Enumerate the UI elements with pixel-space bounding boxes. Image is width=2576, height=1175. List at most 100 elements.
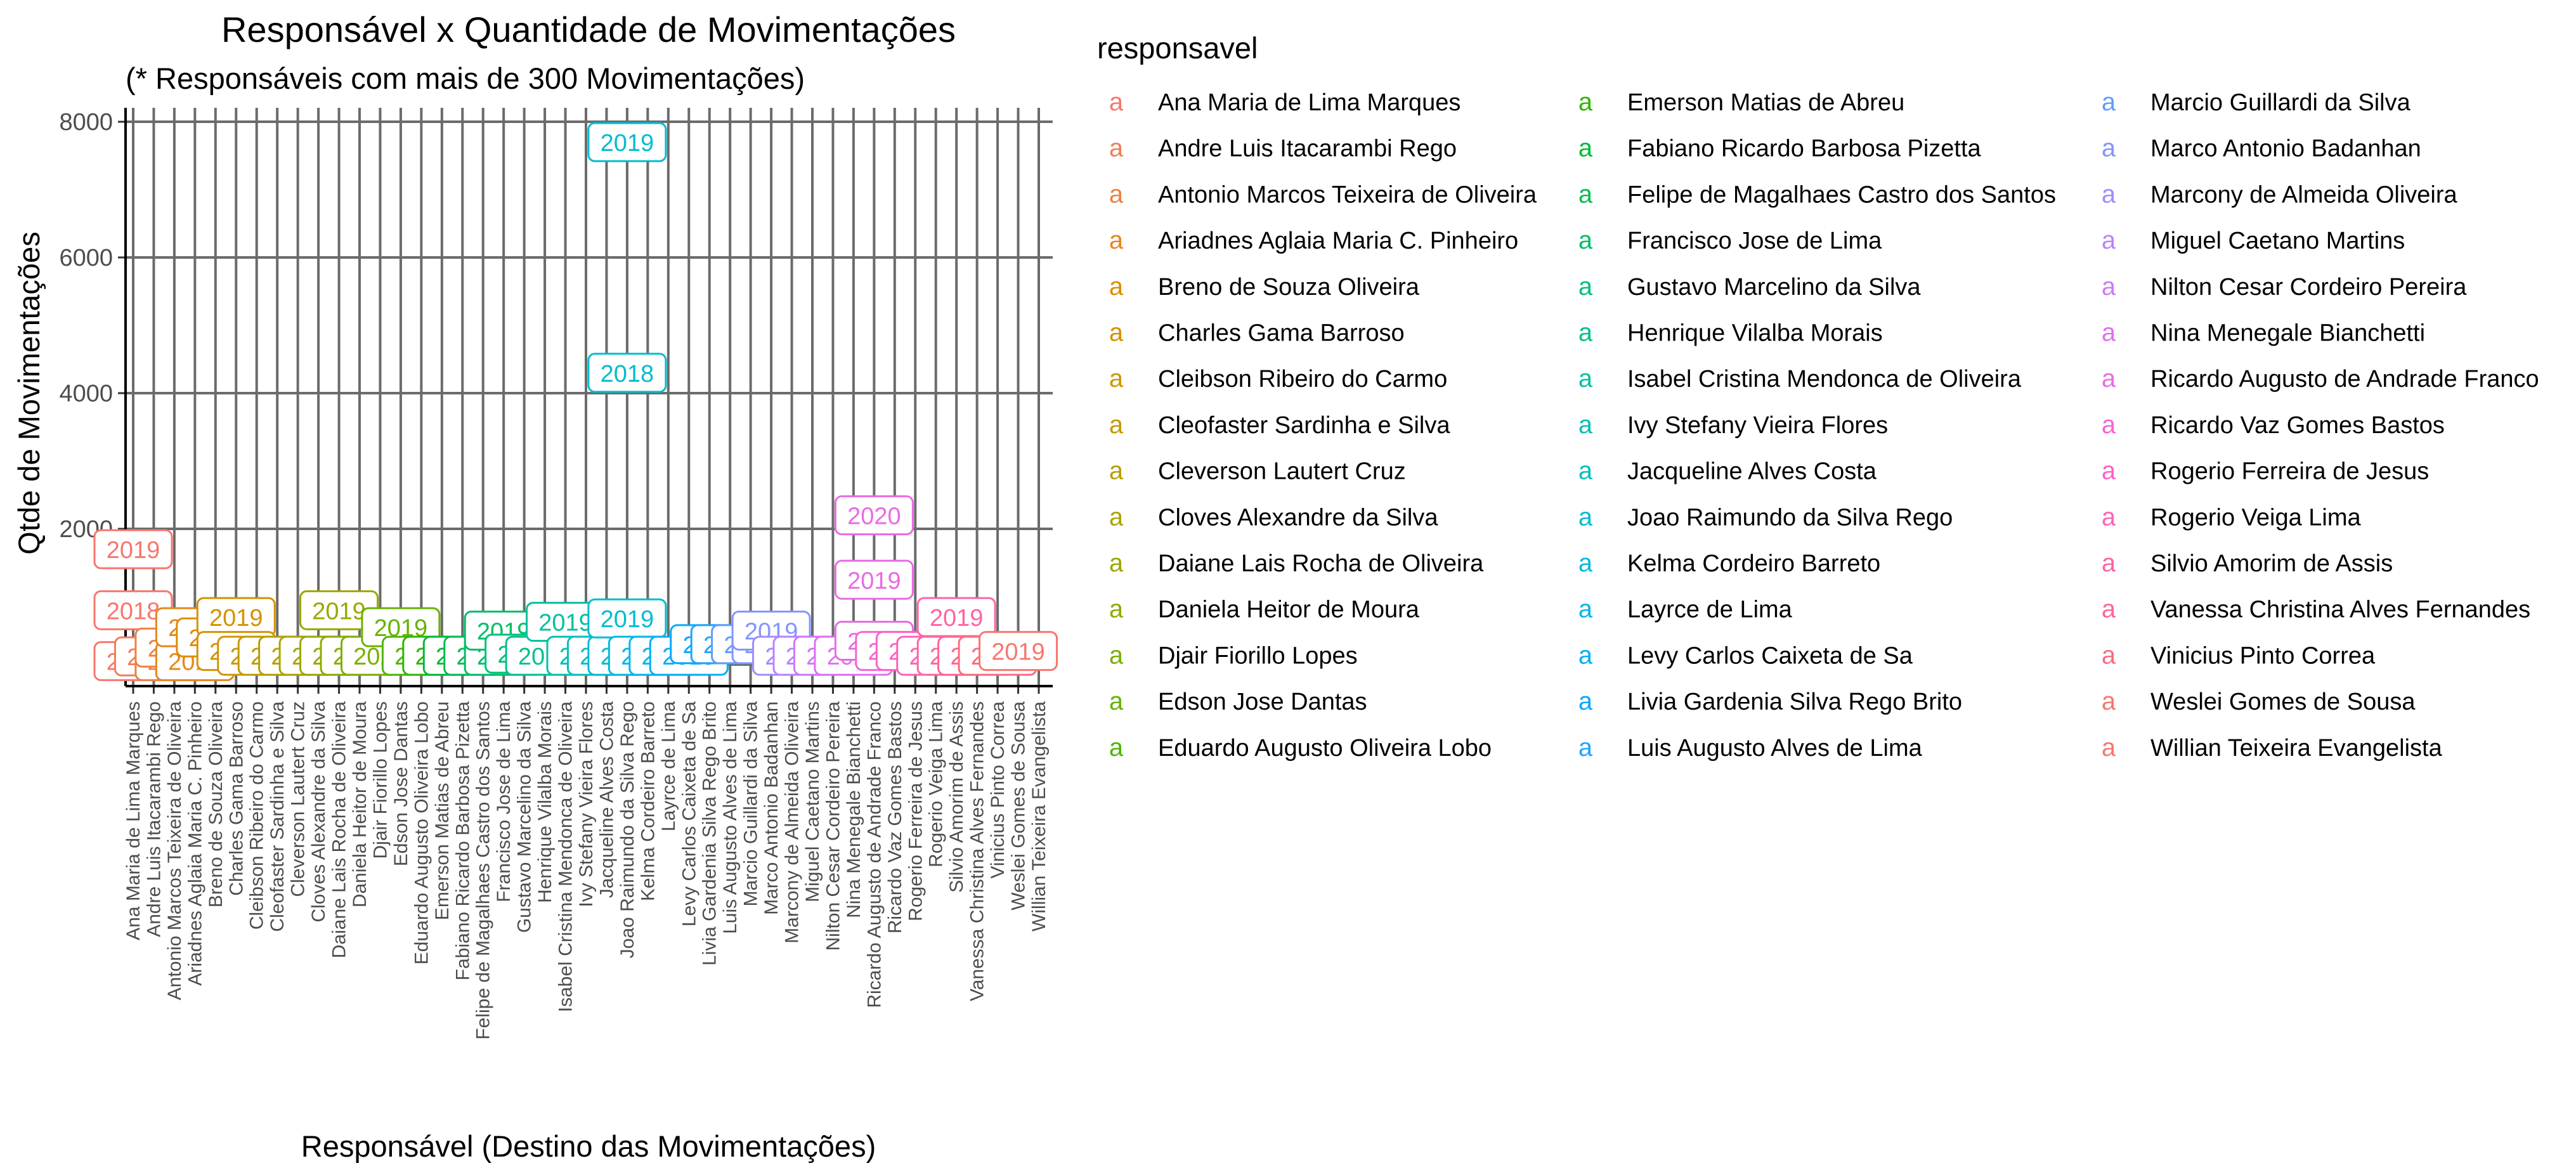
legend-key: a [2102, 641, 2116, 669]
x-tick-label: Miguel Caetano Martins [802, 701, 823, 902]
legend-item: a Joao Raimundo da Silva Rego [1578, 503, 1953, 531]
legend-item: a Eduardo Augusto Oliveira Lobo [1109, 734, 1492, 762]
legend-label: Emerson Matias de Abreu [1627, 89, 1904, 116]
legend-label: Henrique Vilalba Morais [1627, 320, 1883, 347]
legend-label: Ana Maria de Lima Marques [1158, 89, 1460, 116]
legend-key: a [2102, 595, 2116, 623]
legend-key: a [1578, 319, 1593, 347]
legend-label: Kelma Cordeiro Barreto [1627, 550, 1880, 577]
legend-key: a [2102, 411, 2116, 439]
x-tick-label: Jacqueline Alves Costa [596, 701, 617, 898]
x-tick-label: Weslei Gomes de Sousa [1008, 701, 1029, 911]
legend-key: a [2102, 180, 2116, 208]
x-tick-label: Antonio Marcos Teixeira de Oliveira [164, 701, 185, 1001]
x-tick-label: Ricardo Vaz Gomes Bastos [885, 701, 906, 933]
legend-item: a Edson Jose Dantas [1109, 687, 1367, 715]
legend-item: a Ricardo Vaz Gomes Bastos [2102, 411, 2445, 439]
x-tick-label: Layrce de Lima [658, 701, 679, 831]
x-tick-label: Emerson Matias de Abreu [432, 701, 453, 920]
x-tick-label: Cloves Alexandre da Silva [308, 701, 329, 923]
legend-key: a [1109, 595, 1124, 623]
x-tick-label: Ariadnes Aglaia Maria C. Pinheiro [185, 701, 205, 986]
legend-label: Djair Fiorillo Lopes [1158, 642, 1358, 669]
legend-key: a [1109, 319, 1124, 347]
legend-item: a Vinicius Pinto Correa [2102, 641, 2376, 669]
x-axis-title: Responsável (Destino das Movimentações) [301, 1129, 876, 1163]
legend-label: Edson Jose Dantas [1158, 689, 1367, 715]
legend-item: a Francisco Jose de Lima [1578, 226, 1882, 254]
x-tick-labels: Ana Maria de Lima Marques Andre Luis Itac… [123, 701, 1050, 1040]
legend-item: a Andre Luis Itacarambi Rego [1109, 134, 1457, 162]
legend-key: a [1109, 226, 1124, 254]
legend-item: a Daniela Heitor de Moura [1109, 595, 1420, 623]
chart-subtitle: (* Responsáveis com mais de 300 Moviment… [126, 62, 805, 95]
legend-item: a Kelma Cordeiro Barreto [1578, 549, 1880, 577]
x-tick-label: Marco Antonio Badanhan [761, 701, 782, 915]
x-tick-label: Andre Luis Itacarambi Rego [143, 701, 164, 937]
data-label-box [587, 353, 667, 393]
legend-key: a [1109, 503, 1124, 531]
x-tick-label: Vanessa Christina Alves Fernandes [967, 701, 988, 1001]
legend-label: Francisco Jose de Lima [1627, 228, 1882, 254]
legend-key: a [1109, 734, 1124, 762]
legend-key: a [2102, 734, 2116, 762]
x-tick-label: Isabel Cristina Mendonca de Oliveira [556, 701, 576, 1013]
legend-key: a [1578, 134, 1593, 162]
legend-key: a [1109, 365, 1124, 393]
legend-item: a Nilton Cesar Cordeiro Pereira [2102, 273, 2467, 301]
x-tick-label: Kelma Cordeiro Barreto [637, 701, 658, 901]
x-tick-label: Livia Gardenia Silva Rego Brito [699, 701, 720, 966]
legend-label: Felipe de Magalhaes Castro dos Santos [1627, 181, 2056, 208]
data-label: 2019 [587, 598, 667, 639]
legend-key: a [1578, 641, 1593, 669]
x-tick-label: Rogerio Ferreira de Jesus [905, 701, 926, 921]
data-label-text: 2019 [209, 605, 263, 632]
data-label: 2019 [916, 597, 996, 637]
x-tick-label: Nilton Cesar Cordeiro Pereira [823, 701, 843, 951]
data-label-text: 2019 [847, 568, 901, 594]
x-tick-label: Daiane Lais Rocha de Oliveira [329, 701, 350, 959]
data-label: 2020 [834, 495, 914, 536]
legend-label: Daniela Heitor de Moura [1158, 597, 1420, 623]
data-label-box [834, 559, 914, 600]
legend-key: a [1578, 503, 1593, 531]
legend-item: a Cleibson Ribeiro do Carmo [1109, 365, 1447, 393]
data-label: 2019 [196, 597, 276, 637]
legend-label: Vanessa Christina Alves Fernandes [2150, 597, 2530, 623]
data-label-text: 2018 [107, 598, 160, 625]
legend-label: Rogerio Veiga Lima [2150, 504, 2362, 531]
legend-label: Ivy Stefany Vieira Flores [1627, 412, 1888, 439]
legend-item: a Ariadnes Aglaia Maria C. Pinheiro [1109, 226, 1518, 254]
legend-label: Cloves Alexandre da Silva [1158, 504, 1438, 531]
legend-item: a Ana Maria de Lima Marques [1109, 88, 1460, 116]
legend-label: Willian Teixeira Evangelista [2150, 735, 2443, 762]
x-tick-label: Charles Gama Barroso [226, 701, 247, 896]
x-tick-label: Felipe de Magalhaes Castro dos Santos [473, 701, 494, 1040]
data-label: 2019 [834, 559, 914, 600]
x-tick-label: Ana Maria de Lima Marques [123, 701, 144, 940]
x-tick-label: Joao Raimundo da Silva Rego [617, 701, 638, 958]
x-tick-label: Ricardo Augusto de Andrade Franco [864, 701, 885, 1008]
x-tick-label: Levy Carlos Caixeta de Sa [679, 701, 699, 926]
legend-item: a Layrce de Lima [1578, 595, 1793, 623]
legend-item: a Gustavo Marcelino da Silva [1578, 273, 1922, 301]
legend-key: a [1109, 549, 1124, 577]
data-label-text: 2019 [930, 605, 984, 632]
x-tick-label: Ivy Stefany Vieira Flores [576, 701, 597, 907]
legend-key: a [2102, 503, 2116, 531]
legend-key: a [1109, 457, 1124, 485]
legend-item: a Fabiano Ricardo Barbosa Pizetta [1578, 134, 1982, 162]
legend-item: a Ricardo Augusto de Andrade Franco [2102, 365, 2539, 393]
legend-label: Charles Gama Barroso [1158, 320, 1405, 347]
legend-key: a [1578, 180, 1593, 208]
legend-key: a [1578, 365, 1593, 393]
chart-title: Responsável x Quantidade de Movimentaçõe… [221, 10, 956, 49]
legend-item: a Rogerio Veiga Lima [2102, 503, 2362, 531]
legend-label: Nina Menegale Bianchetti [2150, 320, 2425, 347]
legend-title: responsavel [1097, 31, 1258, 65]
legend-key: a [1578, 226, 1593, 254]
legend-item: a Marcio Guillardi da Silva [2102, 88, 2411, 116]
x-tick-label: Willian Teixeira Evangelista [1029, 701, 1050, 932]
legend-key: a [1109, 273, 1124, 301]
